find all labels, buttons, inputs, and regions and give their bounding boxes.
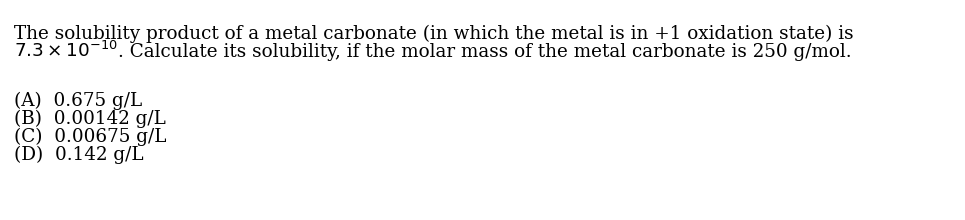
Text: (C)  0.00675 g/L: (C) 0.00675 g/L [14, 128, 167, 146]
Text: (B)  0.00142 g/L: (B) 0.00142 g/L [14, 110, 166, 128]
Text: (D)  0.142 g/L: (D) 0.142 g/L [14, 146, 144, 164]
Text: $7.3\times10^{-10}$: $7.3\times10^{-10}$ [14, 41, 118, 61]
Text: The solubility product of a metal carbonate (in which the metal is in +1 oxidati: The solubility product of a metal carbon… [14, 25, 854, 43]
Text: . Calculate its solubility, if the molar mass of the metal carbonate is 250 g/mo: . Calculate its solubility, if the molar… [118, 43, 851, 61]
Text: (A)  0.675 g/L: (A) 0.675 g/L [14, 92, 142, 110]
